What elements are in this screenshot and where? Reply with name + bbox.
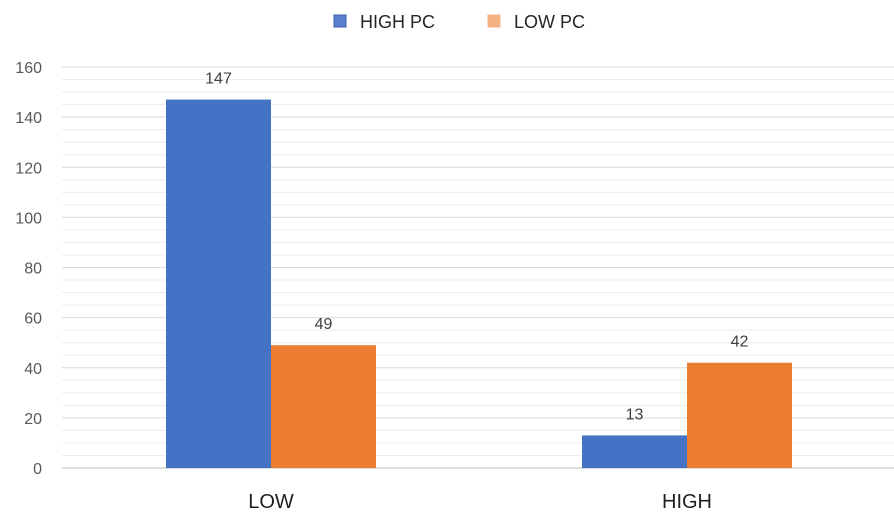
legend-swatch [487, 14, 501, 28]
y-tick-label: 80 [24, 261, 42, 278]
data-label: 147 [205, 71, 232, 88]
legend-swatch [333, 14, 347, 28]
bar-low-pc-high [687, 362, 792, 468]
bar-high-pc-high [582, 435, 687, 468]
bars [166, 99, 792, 469]
bar-low-pc-low [271, 345, 376, 468]
legend-label: LOW PC [514, 12, 585, 32]
x-category-label: LOW [248, 491, 294, 513]
y-tick-label: 140 [15, 110, 42, 127]
data-label: 42 [731, 334, 749, 351]
legend-label: HIGH PC [360, 12, 435, 32]
y-tick-label: 160 [15, 60, 42, 77]
bar-high-pc-low [166, 99, 271, 469]
y-tick-label: 100 [15, 210, 42, 227]
x-axis: LOW HIGH [248, 491, 712, 513]
y-tick-label: 60 [24, 311, 42, 328]
y-axis: 0 20 40 60 80 100 120 140 160 [15, 60, 42, 478]
data-labels: 147 49 13 42 [205, 71, 748, 424]
legend: HIGH PC LOW PC [333, 12, 585, 32]
y-tick-label: 20 [24, 411, 42, 428]
y-tick-label: 120 [15, 160, 42, 177]
y-tick-label: 0 [33, 461, 42, 478]
data-label: 49 [315, 316, 333, 333]
x-category-label: HIGH [662, 491, 712, 513]
data-label: 13 [626, 406, 644, 423]
y-tick-label: 40 [24, 361, 42, 378]
